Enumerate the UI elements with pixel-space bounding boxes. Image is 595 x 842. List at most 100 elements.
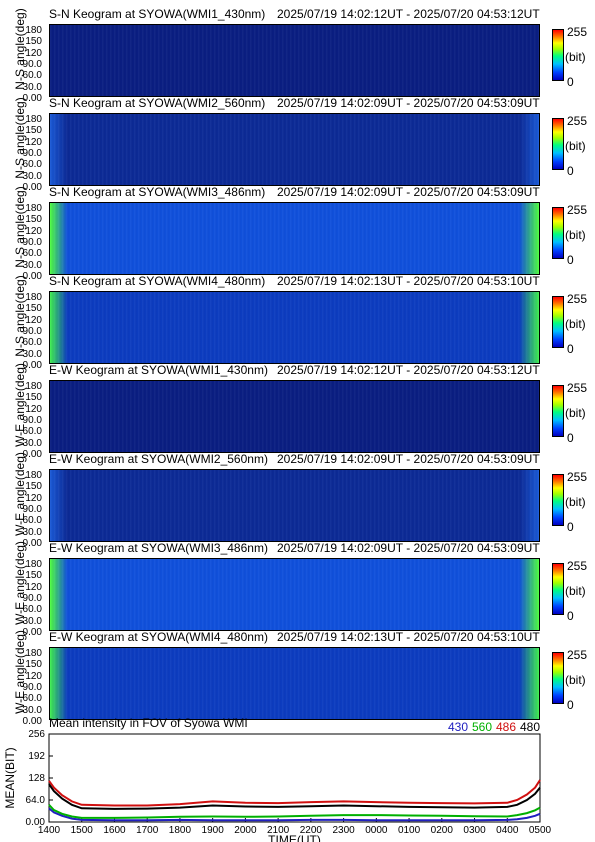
keogram-panel-7: E-W Keogram at SYOWA(WMI3_486nm) 2025/07/…	[0, 541, 595, 637]
legend-560: 560	[472, 720, 493, 734]
colorbar-min-label: 0	[567, 520, 574, 534]
mean-x-tick-label: 1900	[202, 825, 225, 836]
keogram-image	[49, 113, 540, 186]
keogram-title: E-W Keogram at SYOWA(WMI3_486nm)	[49, 541, 268, 555]
keogram-y-tick: 120	[25, 314, 42, 326]
colorbar-unit-label: (bit)	[565, 228, 586, 242]
keogram-y-tick: 180	[25, 114, 42, 125]
keogram-y-tick: 150	[25, 303, 42, 315]
keogram-title: S-N Keogram at SYOWA(WMI1_430nm)	[49, 7, 266, 21]
keogram-y-tick: 90.0	[22, 58, 42, 70]
mean-y-axis-label: MEAN(BIT)	[3, 747, 17, 808]
colorbar-unit-label: (bit)	[565, 673, 586, 687]
keogram-y-tick: 0.00	[22, 359, 42, 371]
colorbar-min-label: 0	[567, 253, 574, 267]
keogram-image	[49, 202, 540, 275]
colorbar	[552, 385, 564, 437]
keogram-time-range: 2025/07/19 14:02:13UT - 2025/07/20 04:53…	[277, 274, 540, 288]
keogram-image	[49, 558, 540, 631]
keogram-y-tick: 150	[25, 214, 42, 226]
colorbar-min-label: 0	[567, 342, 574, 356]
keogram-y-tick: 60.0	[22, 248, 42, 260]
keogram-y-tick: 0.00	[22, 626, 42, 638]
colorbar-min-label: 0	[567, 75, 574, 89]
colorbar	[552, 207, 564, 259]
keogram-texture	[50, 470, 539, 541]
keogram-panel-1: S-N Keogram at SYOWA(WMI1_430nm) 2025/07/…	[0, 7, 595, 103]
mean-series-line-560	[48, 804, 541, 819]
keogram-y-tick: 30.0	[22, 437, 42, 449]
keogram-time-range: 2025/07/19 14:02:12UT - 2025/07/20 04:53…	[277, 363, 540, 377]
keogram-y-tick: 120	[25, 225, 42, 237]
mean-x-tick-label: 0100	[398, 825, 421, 836]
keogram-title: E-W Keogram at SYOWA(WMI1_430nm)	[49, 363, 268, 377]
keogram-panel-3: S-N Keogram at SYOWA(WMI3_486nm) 2025/07/…	[0, 185, 595, 281]
keogram-y-tick: 120	[25, 403, 42, 415]
keogram-y-tick: 90.0	[22, 325, 42, 337]
keogram-title: E-W Keogram at SYOWA(WMI4_480nm)	[49, 630, 268, 644]
keogram-texture	[50, 203, 539, 274]
keogram-texture	[50, 292, 539, 363]
keogram-time-range: 2025/07/19 14:02:09UT - 2025/07/20 04:53…	[277, 452, 540, 466]
keogram-image	[49, 291, 540, 364]
keogram-y-tick: 30.0	[22, 526, 42, 538]
colorbar-unit-label: (bit)	[565, 495, 586, 509]
colorbar	[552, 563, 564, 615]
keogram-y-tick: 120	[25, 670, 42, 682]
keogram-y-tick: 60.0	[22, 159, 42, 171]
colorbar	[552, 118, 564, 170]
keogram-y-tick: 150	[25, 125, 42, 137]
keogram-y-tick: 30.0	[22, 259, 42, 271]
colorbar-max-label: 255	[567, 559, 588, 573]
colorbar-min-label: 0	[567, 698, 574, 712]
keogram-y-tick: 180	[25, 25, 42, 36]
colorbar-max-label: 255	[567, 292, 588, 306]
keogram-y-tick: 180	[25, 203, 42, 214]
keogram-y-tick: 90.0	[22, 414, 42, 426]
colorbar-unit-label: (bit)	[565, 50, 586, 64]
keogram-y-tick: 60.0	[22, 693, 42, 705]
mean-x-tick-label: 2100	[267, 825, 290, 836]
keogram-y-tick: 150	[25, 36, 42, 48]
keogram-title: S-N Keogram at SYOWA(WMI3_486nm)	[49, 185, 266, 199]
colorbar-max-label: 255	[567, 114, 588, 128]
legend-480: 480	[520, 720, 541, 734]
colorbar-max-label: 255	[567, 470, 588, 484]
mean-x-tick-label: 2200	[300, 825, 323, 836]
keogram-panel-2: S-N Keogram at SYOWA(WMI2_560nm) 2025/07/…	[0, 96, 595, 192]
mean-x-tick-label: 0500	[529, 825, 552, 836]
mean-y-tick-label: 192	[28, 751, 45, 762]
colorbar-min-label: 0	[567, 164, 574, 178]
keogram-y-tick: 30.0	[22, 615, 42, 627]
keogram-y-tick: 180	[25, 559, 42, 570]
keogram-y-tick: 0.00	[22, 270, 42, 282]
keogram-panel-8: E-W Keogram at SYOWA(WMI4_480nm) 2025/07/…	[0, 630, 595, 726]
keogram-panel-4: S-N Keogram at SYOWA(WMI4_480nm) 2025/07/…	[0, 274, 595, 370]
keogram-y-tick: 120	[25, 47, 42, 59]
keogram-texture	[50, 25, 539, 96]
keogram-y-tick: 90.0	[22, 592, 42, 604]
keogram-y-tick: 150	[25, 481, 42, 493]
colorbar-unit-label: (bit)	[565, 584, 586, 598]
keogram-y-tick: 90.0	[22, 681, 42, 693]
keogram-y-tick: 120	[25, 492, 42, 504]
keogram-y-tick: 120	[25, 581, 42, 593]
colorbar-max-label: 255	[567, 381, 588, 395]
mean-x-tick-label: 1500	[71, 825, 94, 836]
keogram-title: E-W Keogram at SYOWA(WMI2_560nm)	[49, 452, 268, 466]
legend-430: 430	[448, 720, 469, 734]
keogram-y-tick: 180	[25, 648, 42, 659]
keogram-y-tick: 30.0	[22, 704, 42, 716]
mean-x-tick-label: 0200	[431, 825, 454, 836]
keogram-y-tick: 60.0	[22, 70, 42, 82]
keogram-y-tick: 0.00	[22, 181, 42, 193]
keogram-panel-6: E-W Keogram at SYOWA(WMI2_560nm) 2025/07/…	[0, 452, 595, 548]
colorbar-min-label: 0	[567, 431, 574, 445]
colorbar	[552, 652, 564, 704]
keogram-image	[49, 647, 540, 720]
keogram-y-tick: 0.00	[22, 448, 42, 460]
colorbar	[552, 296, 564, 348]
mean-x-tick-label: 0000	[365, 825, 388, 836]
mean-x-axis-label: TIME(UT)	[268, 833, 321, 842]
keogram-y-tick: 30.0	[22, 81, 42, 93]
